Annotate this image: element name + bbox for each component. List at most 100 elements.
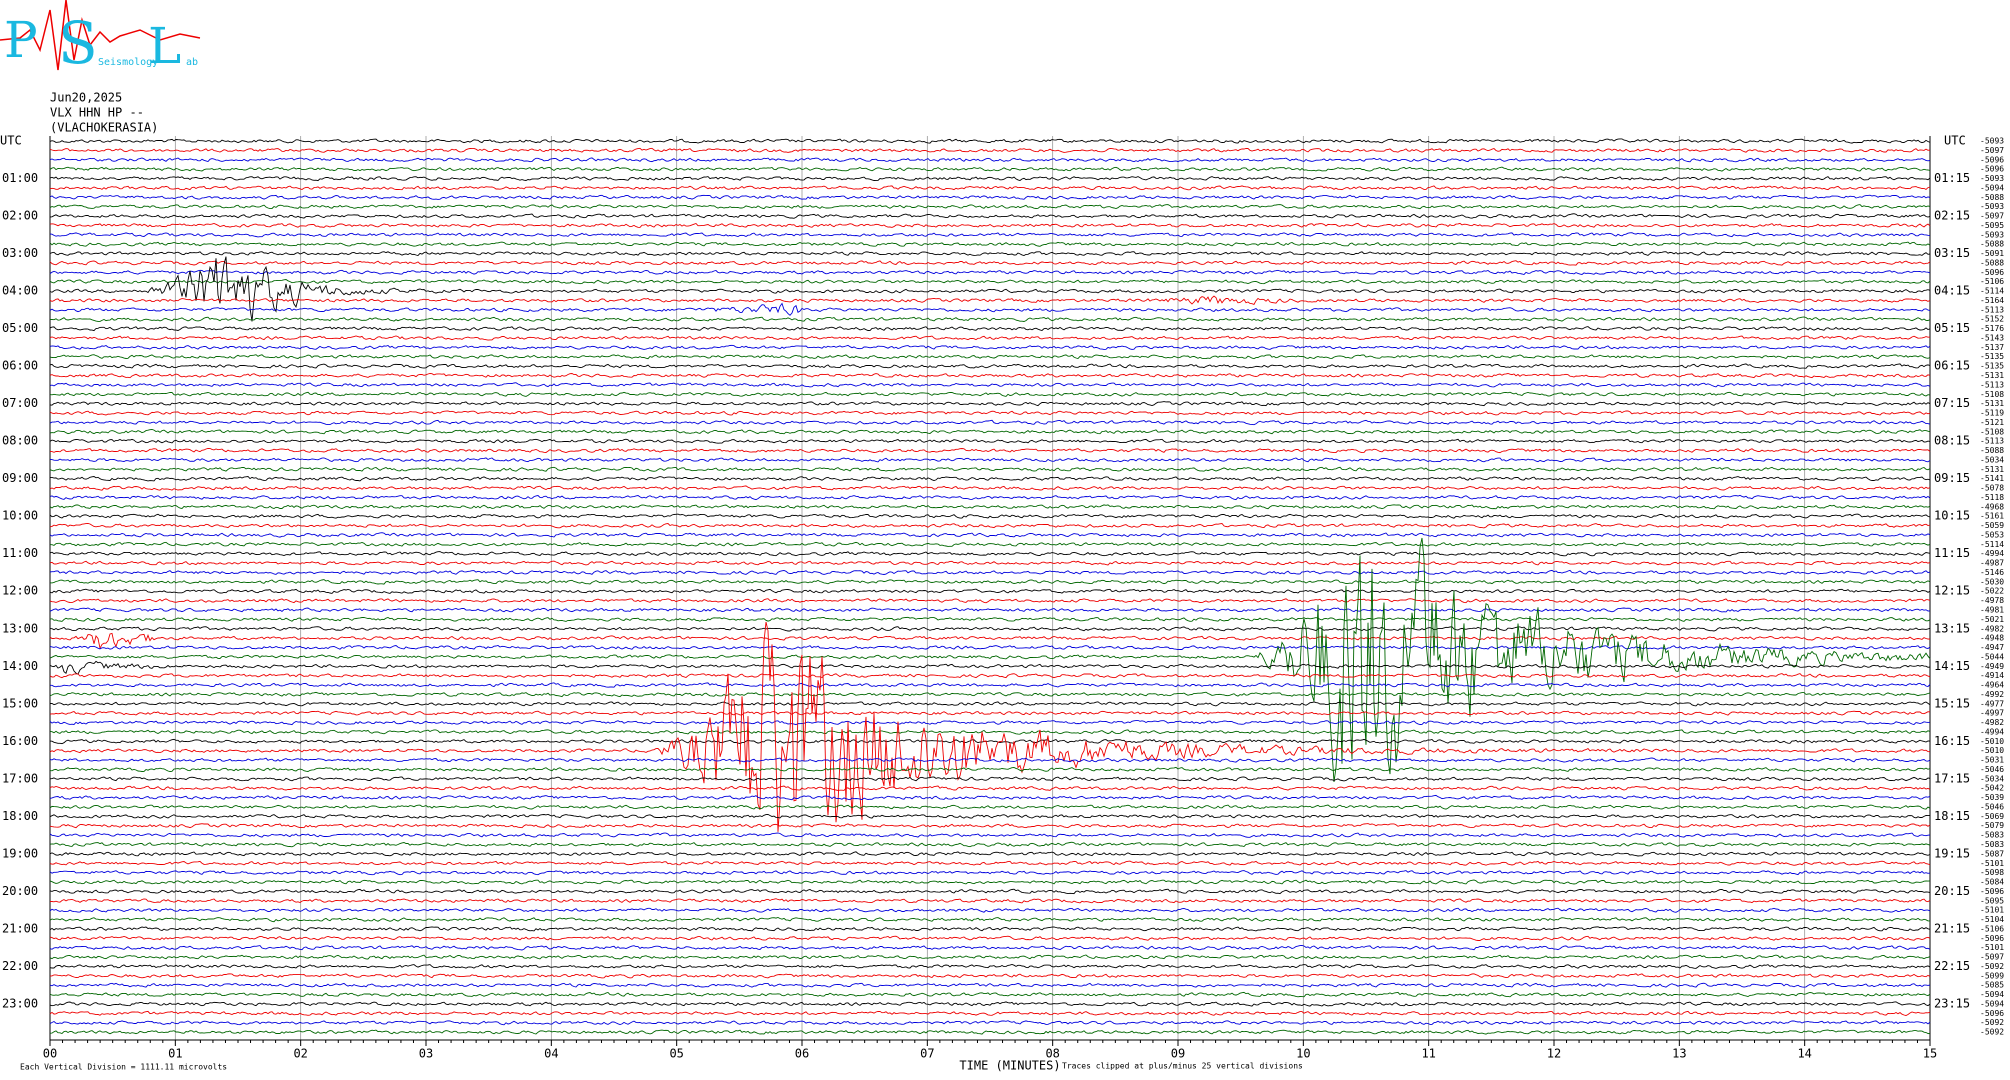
trace-offset: -5053	[1980, 530, 2004, 539]
x-tick-label: 11	[1421, 1047, 1435, 1061]
trace-offset: -4997	[1980, 709, 2004, 718]
trace-offset: -5092	[1980, 1018, 2004, 1027]
trace-offset: -5135	[1980, 362, 2004, 371]
trace	[49, 1001, 1931, 1007]
trace-offset: -5010	[1980, 746, 2004, 755]
trace-offset: -4947	[1980, 643, 2004, 652]
x-tick-label: 03	[419, 1047, 433, 1061]
trace	[49, 560, 1931, 566]
trace	[49, 429, 1931, 435]
hour-label: 20:00	[2, 884, 38, 898]
hour-label: 01:00	[2, 171, 38, 185]
trace	[49, 832, 1931, 838]
trace-offset: -4981	[1980, 606, 2004, 615]
trace-offset: -5091	[1980, 249, 2004, 258]
trace-offset: -4994	[1980, 549, 2004, 558]
x-tick-label: 12	[1547, 1047, 1561, 1061]
trace-offset: -5092	[1980, 962, 2004, 971]
trace-offset: -5087	[1980, 849, 2004, 858]
trace	[49, 232, 1931, 238]
hour-label: 23:15	[1934, 996, 1970, 1010]
trace	[49, 523, 1931, 529]
trace	[49, 626, 1931, 632]
trace	[49, 632, 1931, 650]
trace	[49, 607, 1931, 613]
trace	[49, 447, 1931, 454]
station: (VLACHOKERASIA)	[50, 121, 158, 135]
trace	[49, 1020, 1931, 1026]
trace	[49, 757, 1931, 763]
trace	[49, 269, 1931, 276]
hour-label: 09:15	[1934, 471, 1970, 485]
trace-offset: -4982	[1980, 624, 2004, 633]
trace-offset: -4968	[1980, 502, 2004, 511]
trace-offset: -5176	[1980, 324, 2004, 333]
trace-offset: -5096	[1980, 165, 2004, 174]
trace	[49, 860, 1931, 866]
hour-label: 20:15	[1934, 884, 1970, 898]
hour-label: 11:15	[1934, 546, 1970, 560]
hour-label: 10:00	[2, 509, 38, 523]
x-axis-title: TIME (MINUTES)	[959, 1059, 1060, 1073]
trace	[49, 204, 1931, 210]
trace	[49, 907, 1931, 913]
trace	[49, 279, 1931, 285]
trace	[49, 401, 1931, 407]
trace-offset: -4949	[1980, 662, 2004, 671]
trace-offset: -5104	[1980, 915, 2004, 924]
x-tick-label: 14	[1797, 1047, 1811, 1061]
trace	[49, 579, 1931, 585]
trace-offset: -5096	[1980, 268, 2004, 277]
trace	[49, 302, 1931, 316]
trace-offset: -4994	[1980, 727, 2004, 736]
trace	[49, 963, 1931, 969]
trace-offset: -5121	[1980, 418, 2004, 427]
trace-offset: -5137	[1980, 343, 2004, 352]
hour-label: 17:00	[2, 771, 38, 785]
trace	[49, 569, 1931, 575]
hour-label: 08:15	[1934, 434, 1970, 448]
trace-offset: -5088	[1980, 446, 2004, 455]
trace-offset: -4948	[1980, 634, 2004, 643]
trace	[49, 926, 1931, 932]
hour-label: 05:15	[1934, 321, 1970, 335]
trace-offset: -5088	[1980, 240, 2004, 249]
trace	[49, 537, 1931, 783]
trace	[49, 804, 1931, 810]
trace-offset: -5069	[1980, 812, 2004, 821]
trace	[49, 185, 1931, 191]
hour-label: 15:15	[1934, 696, 1970, 710]
trace-offset: -5108	[1980, 427, 2004, 436]
logo-wave	[0, 0, 201, 71]
trace	[49, 316, 1931, 322]
trace	[49, 1010, 1931, 1016]
trace-offset: -5093	[1980, 174, 2004, 183]
trace	[50, 476, 1931, 482]
trace-offset: -5113	[1980, 437, 2004, 446]
trace-offset: -5098	[1980, 868, 2004, 877]
left-axis-title: UTC	[0, 134, 22, 148]
trace	[49, 256, 1931, 322]
hour-label: 03:15	[1934, 246, 1970, 260]
hour-label: 23:00	[2, 996, 38, 1010]
hour-label: 04:15	[1934, 284, 1970, 298]
hour-label: 02:00	[2, 209, 38, 223]
trace	[49, 363, 1931, 369]
trace	[49, 588, 1931, 594]
trace-offset: -5131	[1980, 465, 2004, 474]
trace	[49, 691, 1931, 698]
trace	[49, 513, 1931, 519]
trace-offset: -5046	[1980, 765, 2004, 774]
hour-label: 04:00	[2, 284, 38, 298]
x-tick-label: 13	[1672, 1047, 1686, 1061]
hour-label: 15:00	[2, 696, 38, 710]
trace	[49, 419, 1931, 426]
trace	[49, 851, 1931, 857]
trace	[49, 176, 1931, 182]
hour-label: 22:15	[1934, 959, 1970, 973]
hour-label: 09:00	[2, 471, 38, 485]
trace-offset: -5083	[1980, 840, 2004, 849]
logo-letter: L	[148, 17, 181, 75]
x-tick-label: 10	[1296, 1047, 1310, 1061]
trace-offset: -5152	[1980, 315, 2004, 324]
